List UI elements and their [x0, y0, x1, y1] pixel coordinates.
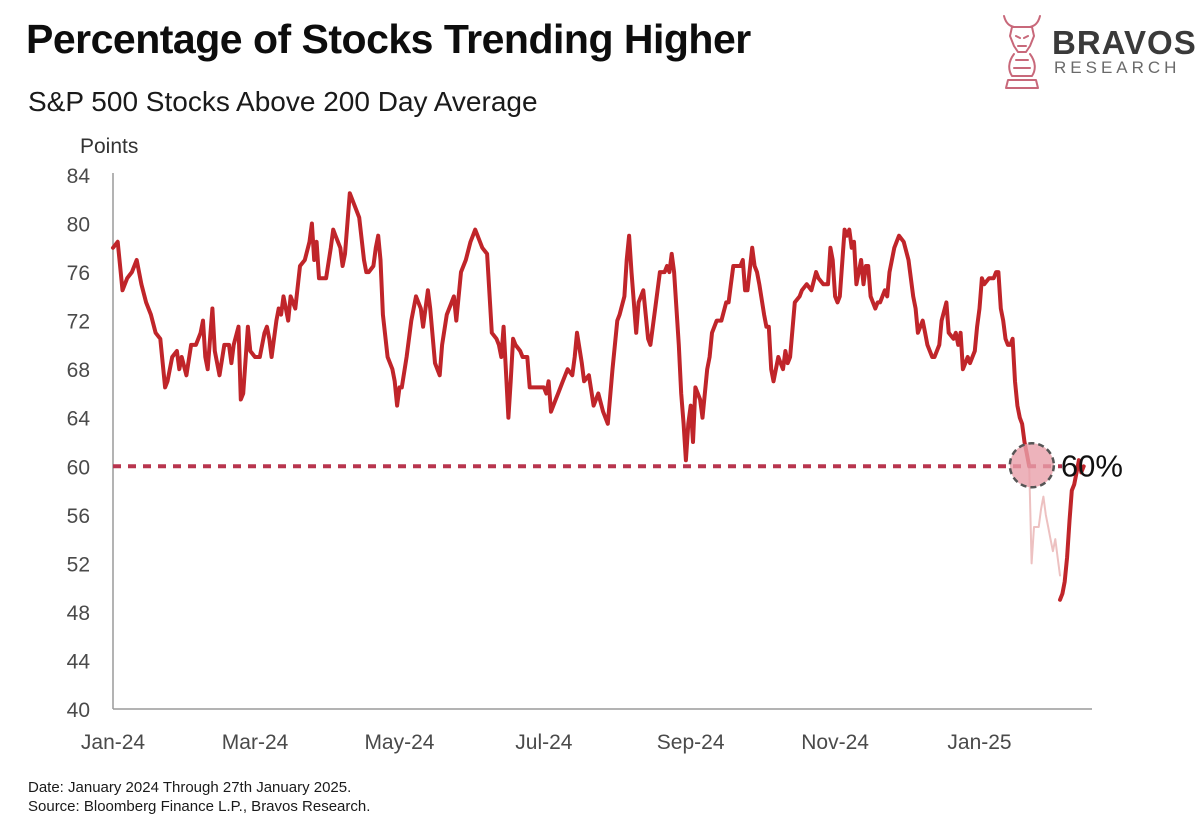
x-tick-label: Jan-25	[947, 731, 1011, 754]
x-tick-label: May-24	[364, 731, 434, 754]
y-tick-label: 40	[67, 699, 90, 722]
y-axis-label: Points	[80, 135, 138, 158]
series-line	[111, 191, 1032, 469]
x-axis-ticks: Jan-24 Mar-24 May-24 Jul-24 Sep-24 Nov-24 Jan-…	[81, 731, 1012, 754]
brand-logo: BRAVOS RESEARCH	[996, 10, 1196, 94]
x-tick-label: Sep-24	[657, 731, 725, 754]
brand-tagline: RESEARCH	[1054, 58, 1181, 77]
x-tick-label: Mar-24	[222, 731, 289, 754]
chart-subtitle: S&P 500 Stocks Above 200 Day Average	[28, 86, 538, 117]
y-tick-label: 64	[67, 408, 91, 431]
x-tick-label: Jan-24	[81, 731, 146, 754]
y-tick-label: 72	[67, 311, 90, 334]
y-tick-label: 60	[67, 456, 90, 479]
y-tick-label: 80	[67, 214, 90, 237]
y-tick-label: 76	[67, 262, 90, 285]
bull-knight-icon	[1003, 15, 1041, 89]
x-tick-label: Nov-24	[801, 731, 869, 754]
y-tick-label: 84	[67, 165, 91, 188]
date-footnote: Date: January 2024 Through 27th January …	[28, 779, 352, 796]
y-tick-label: 68	[67, 359, 90, 382]
x-tick-label: Jul-24	[515, 731, 573, 754]
line-chart: Points 40 44 48 52 56 60 64 68 72 76 80 84 Jan-24 Ma…	[67, 135, 1123, 754]
series-line-faded	[1028, 465, 1061, 577]
series-line	[1058, 458, 1086, 602]
y-tick-label: 48	[67, 602, 90, 625]
highlight-marker	[1008, 442, 1056, 489]
brand-name: BRAVOS	[1052, 24, 1197, 61]
y-tick-label: 44	[67, 650, 91, 673]
reference-label: 60%	[1061, 448, 1123, 483]
y-tick-label: 56	[67, 505, 90, 528]
source-footnote: Source: Bloomberg Finance L.P., Bravos R…	[28, 798, 371, 815]
page-title: Percentage of Stocks Trending Higher	[26, 16, 751, 62]
series-layer	[111, 191, 1086, 602]
y-tick-label: 52	[67, 553, 90, 576]
y-axis-ticks: 40 44 48 52 56 60 64 68 72 76 80 84	[67, 165, 91, 722]
